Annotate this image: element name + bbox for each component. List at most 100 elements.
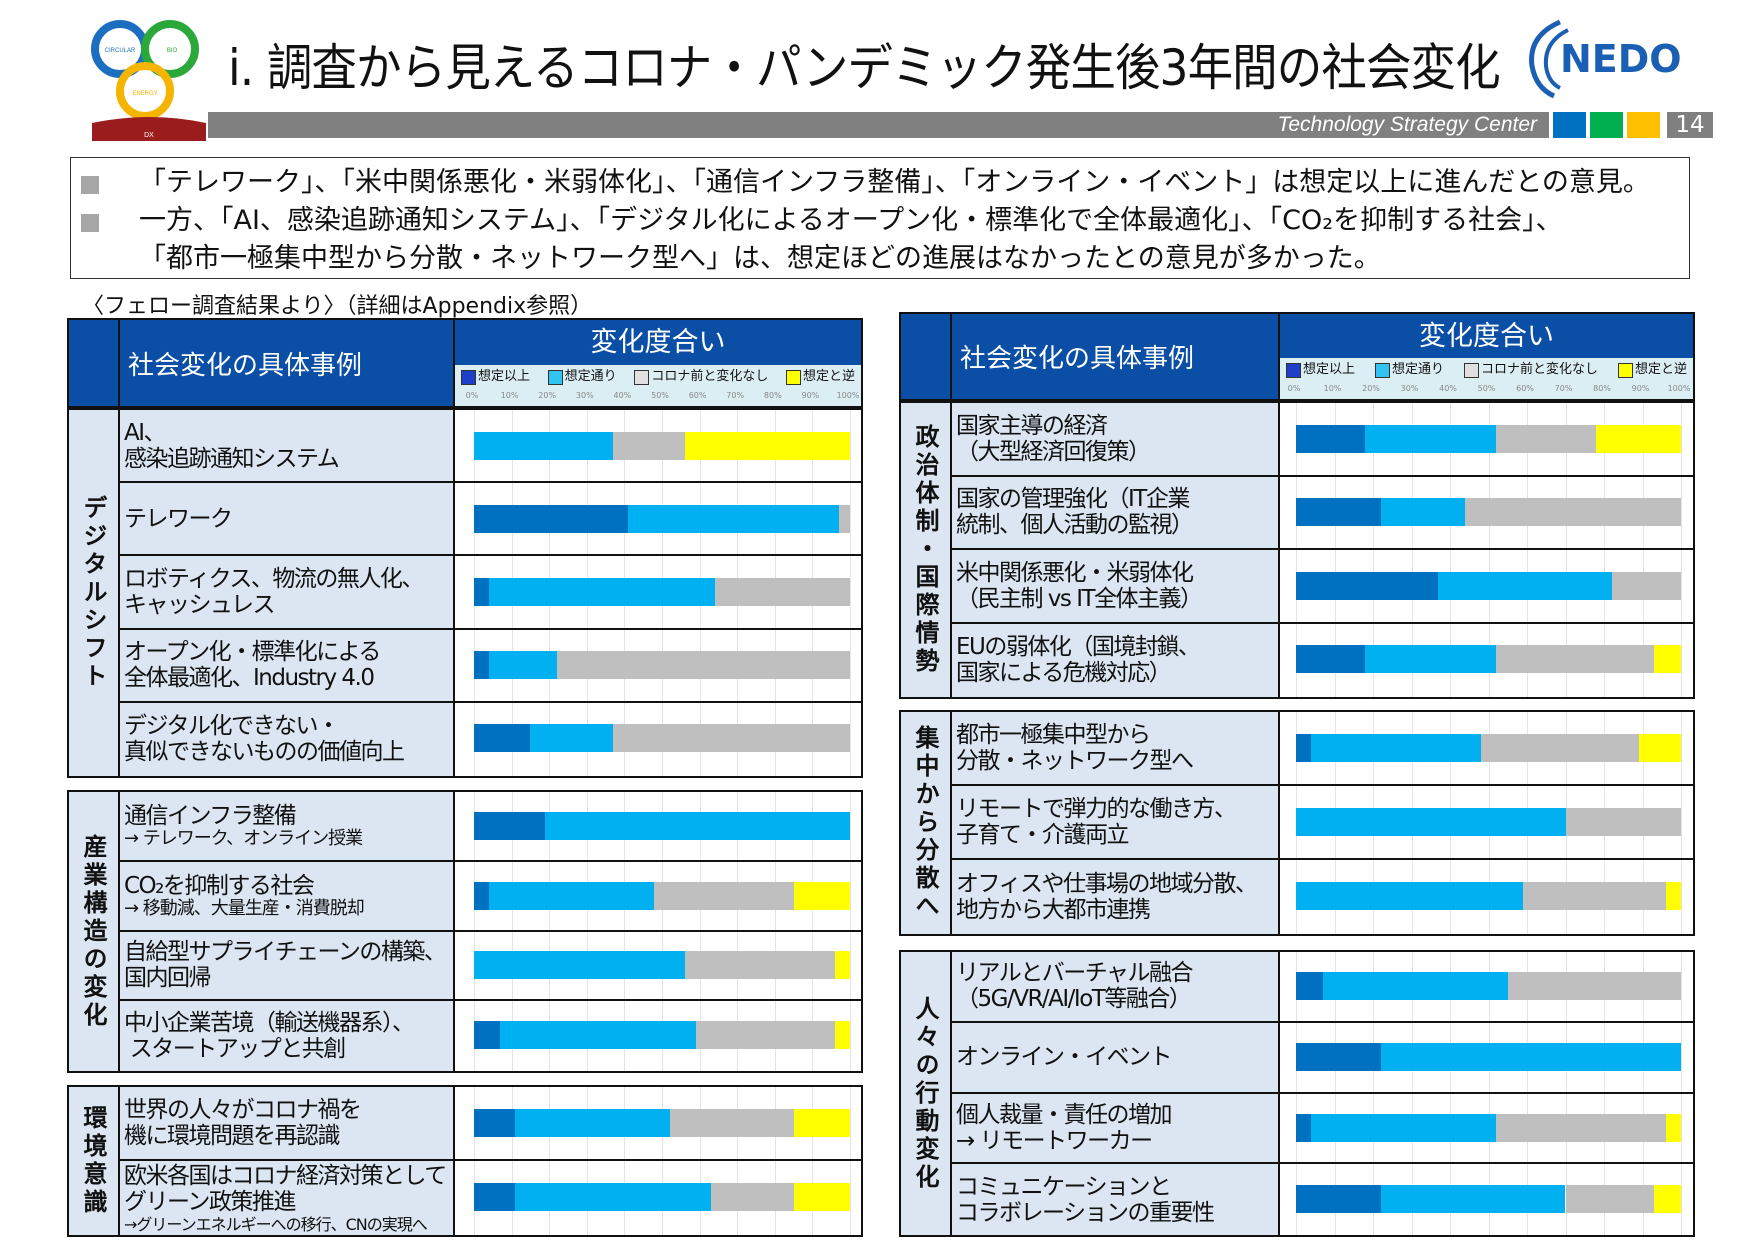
bar-segment-as-expected (489, 577, 715, 606)
summary-box: 「テレワーク」、「米中関係悪化・米弱体化」、「通信インフラ整備」、「オンライン・… (70, 157, 1690, 279)
row-label-text: 中小企業苦境（輸送機器系）、 スタートアップと共創 (124, 1010, 415, 1063)
x-tick-label: 40% (613, 391, 632, 400)
section-category-label: 産業構造の変化 (79, 833, 107, 1030)
row-bar-plot (455, 1161, 861, 1235)
x-tick-label: 40% (1439, 384, 1457, 393)
bar-segment-opposite (1654, 645, 1681, 674)
row-bar-plot (1280, 1093, 1693, 1163)
row-label-text: 都市一極集中型から 分散・ネットワーク型へ (956, 722, 1194, 774)
legend-label: 想定以上 (1303, 362, 1356, 377)
row-bar-plot (1280, 403, 1693, 475)
legend-label: 想定以上 (478, 369, 531, 384)
bar-segment-as-expected (1365, 424, 1497, 453)
bar-segment-opposite (1654, 1184, 1681, 1213)
gridline (850, 1001, 851, 1071)
gridline (1681, 623, 1682, 697)
row-bar-plot (1280, 786, 1693, 858)
table-row: コミュニケーションと コラボレーションの重要性 (952, 1164, 1693, 1235)
bar-segment-above-expected (1296, 498, 1381, 527)
bar-segment-no-change (1565, 1184, 1655, 1213)
bar-segment-no-change (695, 1021, 835, 1050)
gridline (1681, 712, 1682, 784)
x-tick-label: 80% (1593, 384, 1611, 393)
page-title: i. 調査から見えるコロナ・パンデミック発生後3年間の社会変化 (228, 39, 1501, 97)
section-category: 集中から分散へ (901, 712, 952, 934)
bar-segment-opposite (793, 1183, 850, 1211)
bar-segment-as-expected (1380, 1184, 1566, 1213)
bar-segment-above-expected (1296, 734, 1312, 762)
table-header: 社会変化の具体事例 変化度合い 想定以上 想定通り コロナ前と変化なし 想定と逆 0% 10%… (899, 312, 1695, 401)
bar-segment-no-change (1496, 1113, 1666, 1142)
table-row: 世界の人々がコロナ禍を 機に環境問題を再認識 (120, 1087, 861, 1161)
table-section: 政治体制・国際情勢 国家主導の経済 （大型経済回復策） 国家の管理強化（IT企業 統… (899, 401, 1695, 699)
chart-header: 変化度合い 想定以上 想定通り コロナ前と変化なし 想定と逆 0% 10% 20% 30% 40%… (453, 320, 861, 406)
bar-segment-above-expected (1296, 1184, 1381, 1213)
bar-segment-no-change (1507, 972, 1681, 1001)
bar-segment-no-change (838, 504, 850, 533)
section-category: 政治体制・国際情勢 (901, 403, 952, 697)
summary-bullet-continued: 「都市一極集中型から分散・ネットワーク型へ」は、想定ほどの進展はなかったとの意見… (71, 240, 1689, 278)
bar-segment-above-expected (1296, 972, 1323, 1001)
column-header-label: 社会変化の具体事例 (118, 320, 453, 406)
legend-item: コロナ前と変化なし (1463, 362, 1598, 378)
x-tick-label: 70% (726, 391, 745, 400)
chart-legend: 想定以上 想定通り コロナ前と変化なし 想定と逆 0% 10% 20% 30% 40% 50% 60… (1280, 358, 1693, 399)
bar-segment-as-expected (489, 881, 655, 910)
row-label: AI、 感染追跡通知システム (120, 410, 455, 482)
section-category-label: 人々の行動変化 (911, 995, 939, 1192)
row-label-text: CO₂を抑制する社会 (124, 873, 315, 900)
row-label-text: 自給型サプライチェーンの構築、 国内回帰 (124, 939, 447, 992)
legend-swatch (547, 369, 563, 385)
legend-swatch (1374, 362, 1390, 378)
bar-segment-no-change (1496, 424, 1597, 453)
bullet-square-icon (81, 176, 99, 194)
x-tick-label: 80% (763, 391, 782, 400)
bar-segment-no-change (1465, 498, 1681, 527)
bar-segment-opposite (1596, 424, 1681, 453)
chart-legend: 想定以上 想定通り コロナ前と変化なし 想定と逆 0% 10% 20% 30% 40% 50% 60… (455, 365, 861, 406)
legend-swatch (461, 369, 476, 385)
source-note: 〈フェロー調査結果より〉（詳細はAppendix参照） (82, 294, 593, 319)
row-bar-plot (455, 861, 861, 930)
bar-segment-opposite (793, 1109, 850, 1137)
section-category: 産業構造の変化 (69, 792, 120, 1071)
table-row: テレワーク (120, 483, 861, 557)
gridline (850, 1161, 851, 1235)
row-label: コミュニケーションと コラボレーションの重要性 (952, 1164, 1280, 1235)
row-label-text: 米中関係悪化・米弱体化 （民主制 vs IT全体主義） (956, 559, 1203, 612)
bar-segment-no-change (1496, 645, 1655, 674)
legend-label: 想定と逆 (802, 369, 855, 384)
column-header-label: 社会変化の具体事例 (950, 314, 1278, 399)
gridline (850, 861, 851, 930)
x-tick-label: 0% (465, 391, 479, 400)
bar-segment-no-change (613, 724, 850, 753)
bar-segment-no-change (613, 431, 685, 460)
section-category: 環境意識 (69, 1087, 120, 1235)
bar-segment-above-expected (1296, 1043, 1381, 1072)
bar-segment-no-change (1565, 808, 1681, 836)
bar-segment-as-expected (474, 951, 685, 980)
accent-square-green (1590, 112, 1623, 138)
gridline (1681, 550, 1682, 622)
row-label: CO₂を抑制する社会 → 移動減、大量生産・消費脱却 (120, 861, 455, 930)
table-row: ロボティクス、物流の無人化、 キャッシュレス (120, 556, 861, 630)
table-row: 中小企業苦境（輸送機器系）、 スタートアップと共創 (120, 1001, 861, 1071)
nedo-logo: NEDO (1520, 14, 1695, 100)
table-row: リアルとバーチャル融合 （5G/VR/AI/IoT等融合） (952, 952, 1693, 1023)
row-bar-plot (1280, 550, 1693, 622)
bar-segment-above-expected (474, 1021, 501, 1050)
row-label-text: 国家主導の経済 （大型経済回復策） (956, 412, 1151, 465)
x-tick-label: 100% (1667, 384, 1691, 393)
legend-row: 想定以上 想定通り コロナ前と変化なし 想定と逆 (461, 369, 855, 385)
x-tick-label: 60% (688, 391, 707, 400)
x-tick-label: 100% (836, 391, 860, 400)
bar-segment-opposite (1665, 882, 1681, 910)
row-bar-plot (1280, 712, 1693, 784)
table-row: オフィスや仕事場の地域分散、 地方から大都市連携 (952, 860, 1693, 934)
summary-bullet: 「テレワーク」、「米中関係悪化・米弱体化」、「通信インフラ整備」、「オンライン・… (71, 164, 1689, 202)
bar-segment-opposite (834, 1021, 850, 1050)
bar-segment-above-expected (1296, 424, 1366, 453)
svg-text:BIO: BIO (167, 48, 178, 54)
row-label: 個人裁量・責任の増加 → リモートワーカー (952, 1093, 1280, 1163)
row-label-text: 欧米各国はコロナ経済対策として グリーン政策推進 (124, 1162, 447, 1215)
